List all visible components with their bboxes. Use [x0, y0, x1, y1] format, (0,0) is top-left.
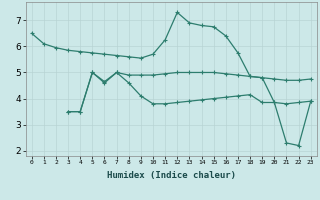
X-axis label: Humidex (Indice chaleur): Humidex (Indice chaleur): [107, 171, 236, 180]
